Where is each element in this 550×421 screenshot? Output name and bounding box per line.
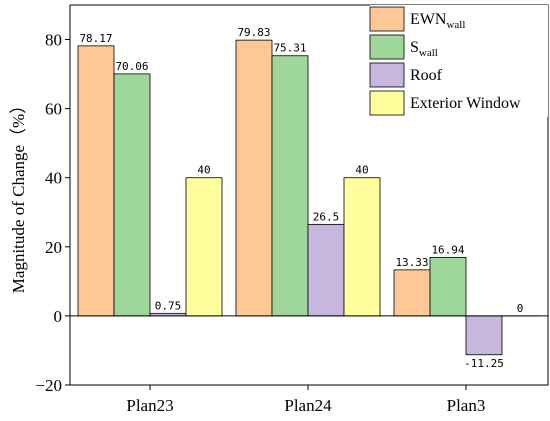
bar-plan23-series-4 [185, 177, 223, 317]
bars-layer [77, 39, 539, 356]
data-label: 26.5 [313, 210, 340, 223]
data-label: 78.17 [79, 32, 112, 45]
plot-frame [69, 4, 549, 386]
data-labels-layer: 78.17 79.83 13.33 70.06 75.31 16.94 0.75 26.5 -1… [79, 26, 523, 370]
legend-label: Swall [410, 39, 438, 59]
bar-plan24-series-4 [343, 177, 381, 317]
data-label: 75.31 [273, 42, 306, 55]
data-label: 70.06 [115, 60, 148, 73]
y-tick-label: 20 [45, 238, 62, 257]
data-label: 0 [517, 302, 524, 315]
legend-swatch [369, 62, 405, 88]
y-tick-label: −20 [35, 376, 62, 395]
x-tick-label: Plan23 [126, 396, 173, 415]
bar-plan23-series-2 [113, 73, 151, 317]
legend: EWNwall Swall Roof Exterior Window [369, 5, 548, 117]
legend-swatch [369, 34, 405, 60]
x-tick-label: Plan24 [284, 396, 332, 415]
data-label: 16.94 [431, 243, 464, 256]
x-tick-label: Plan3 [447, 396, 486, 415]
legend-label: Exterior Window [410, 95, 521, 112]
legend-swatch [369, 6, 405, 32]
bar-plan24-series-3 [307, 223, 345, 317]
axes-layer: −20 0 20 40 60 80 Plan23 Plan24 Plan3 [35, 4, 549, 415]
y-tick-label: 0 [54, 307, 63, 326]
bar-plan3-series-1 [393, 269, 431, 317]
y-tick-label: 80 [45, 31, 62, 50]
bar-plan24-series-1 [235, 39, 273, 317]
data-label: 40 [197, 164, 210, 177]
y-axis-title: Magnitude of Change（%） [9, 97, 28, 293]
data-label: -11.25 [464, 357, 504, 370]
legend-swatch [369, 90, 405, 116]
data-label: 0.75 [155, 299, 182, 312]
data-label: 40 [355, 164, 368, 177]
bar-plan23-series-1 [77, 45, 115, 317]
data-label: 79.83 [237, 26, 270, 39]
legend-label: Roof [410, 67, 443, 84]
data-label: 13.33 [395, 256, 428, 269]
bar-plan3-series-3 [465, 315, 503, 356]
legend-label: EWNwall [410, 11, 465, 31]
y-tick-label: 40 [45, 169, 62, 188]
y-tick-label: 60 [45, 100, 62, 119]
bar-plan3-series-2 [429, 256, 467, 317]
bar-plan24-series-2 [271, 55, 309, 317]
